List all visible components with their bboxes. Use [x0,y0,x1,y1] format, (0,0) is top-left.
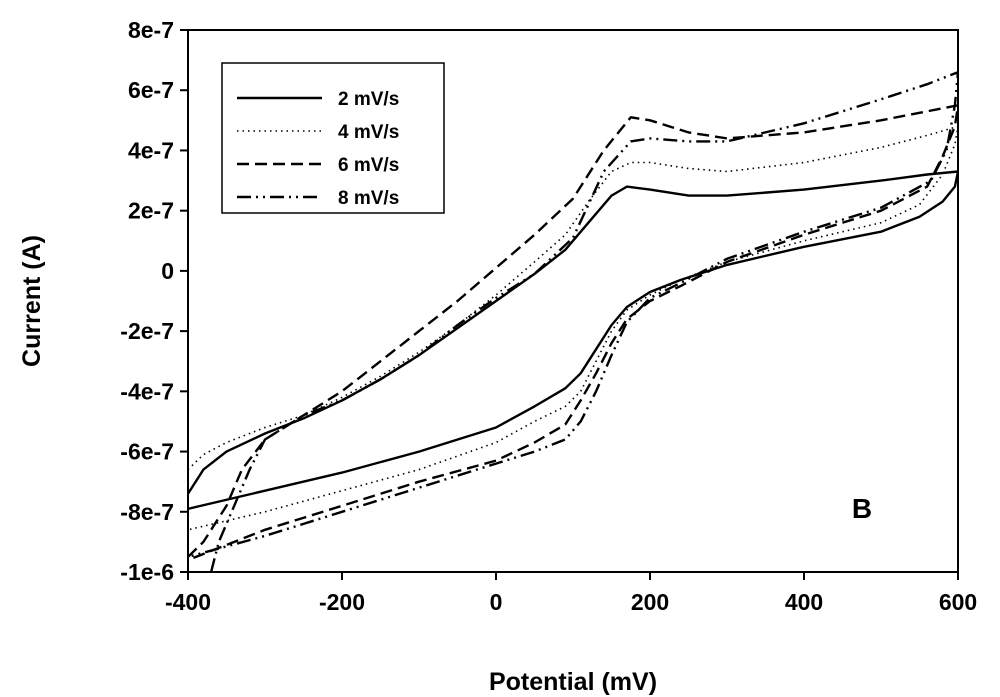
y-tick-label: 8e-7 [128,17,174,43]
y-tick-label: 4e-7 [128,137,174,163]
legend-label-1: 2 mV/s [338,89,399,110]
legend-label-2: 4 mV/s [338,122,399,143]
y-tick-label: 6e-7 [128,77,174,103]
x-tick-label: -200 [319,589,365,615]
ticks-layer: -400 -200 0 200 400 600 -1e-6 -8e-7 -6e-7 -4e-7 -2… [120,17,977,615]
x-tick-label: 0 [490,589,503,615]
y-axis-title: Current (A) [18,235,46,367]
y-tick-label: 0 [161,258,174,284]
x-tick-label: -400 [165,589,211,615]
y-tick-label: 2e-7 [128,198,174,224]
x-tick-label: 600 [939,589,977,615]
legend-label-4: 8 mV/s [338,188,399,209]
x-tick-label: 200 [631,589,669,615]
series-line-4 [188,71,958,572]
y-tick-label: -1e-6 [120,559,174,585]
series-layer [188,71,958,572]
legend-box [221,62,445,214]
series-line-3 [188,104,958,562]
x-axis-title: Potential (mV) [489,668,657,696]
x-tick-label: 400 [785,589,823,615]
y-tick-label: -6e-7 [120,439,174,465]
y-tick-label: -8e-7 [120,499,174,525]
panel-label: B [852,493,872,524]
legend: 2 mV/s 4 mV/s 6 mV/s 8 mV/s [221,62,445,214]
legend-label-3: 6 mV/s [338,155,399,176]
y-tick-label: -4e-7 [120,378,174,404]
y-tick-label: -2e-7 [120,318,174,344]
